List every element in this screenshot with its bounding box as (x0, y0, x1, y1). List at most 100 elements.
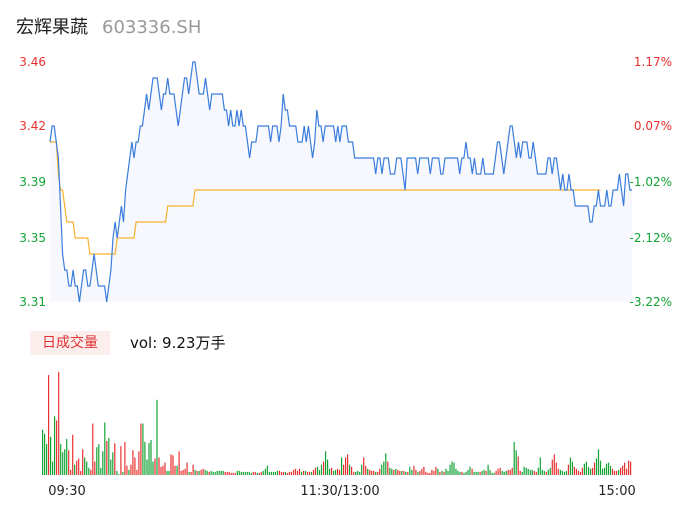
y-right-tick-label: 1.17% (634, 55, 672, 69)
volume-bar (343, 464, 345, 475)
volume-bar (172, 455, 174, 475)
volume-bar (268, 471, 270, 475)
volume-bar (361, 464, 363, 475)
volume-bar (158, 457, 160, 475)
volume-bar (515, 450, 517, 475)
volume-bar (493, 472, 495, 475)
volume-bar (142, 423, 144, 475)
volume-bar (170, 454, 172, 475)
volume-bar (491, 472, 493, 475)
volume-bar (122, 471, 124, 475)
volume-bar (371, 470, 373, 475)
volume-bar (325, 451, 327, 475)
volume-bar (118, 474, 120, 475)
volume-bar (262, 470, 264, 475)
volume-bar (116, 470, 118, 475)
volume-bar (166, 470, 168, 475)
volume-bar (90, 469, 92, 476)
volume-bar (419, 470, 421, 475)
avg-price-line (50, 141, 601, 255)
volume-bar (541, 469, 543, 476)
volume-bar (214, 471, 216, 475)
volume-bar (204, 469, 206, 476)
volume-bar (329, 468, 331, 475)
volume-bar (603, 467, 606, 475)
volume-bar (447, 470, 449, 475)
volume-bar (152, 461, 154, 475)
volume-bar (559, 469, 561, 476)
volume-bar (519, 470, 521, 475)
volume-bar (433, 470, 435, 475)
volume-bar (136, 469, 138, 476)
volume-bar (323, 461, 325, 475)
volume-bar (242, 471, 244, 475)
volume-bar (441, 470, 443, 475)
volume-bar (296, 470, 299, 475)
volume-bar (345, 457, 347, 475)
volume-bar (46, 444, 48, 475)
volume-bar (405, 471, 407, 475)
volume-bar (310, 471, 313, 475)
volume-bar (176, 465, 178, 475)
x-tick-label: 15:00 (598, 484, 635, 499)
volume-bar (383, 461, 385, 475)
y-left-tick-label: 3.46 (19, 55, 46, 69)
volume-bar (160, 466, 162, 475)
volume-bar (298, 468, 301, 475)
volume-bar (571, 461, 573, 475)
volume-bar (188, 471, 190, 475)
volume-bar (278, 470, 280, 475)
volume-bar (523, 466, 525, 475)
volume-bar (399, 470, 401, 475)
volume-bar (453, 462, 455, 475)
volume-bar (316, 466, 319, 475)
volume-bar (349, 464, 351, 475)
volume-bar (593, 462, 596, 475)
volume-bar (397, 469, 399, 476)
volume-bar (459, 471, 461, 475)
volume-bar (198, 470, 200, 475)
volume-bar (44, 433, 46, 475)
volume-bar (379, 468, 381, 475)
volume-bar (381, 464, 383, 475)
volume-bar (628, 460, 630, 475)
volume-bar (481, 470, 483, 475)
volume-bar (497, 468, 499, 475)
volume-bar (331, 467, 333, 475)
volume-bar (611, 468, 614, 475)
volume-bar (210, 470, 212, 475)
volume-bar (84, 457, 86, 475)
volume-bar (144, 442, 146, 475)
volume-bar (260, 471, 262, 475)
volume-bar (533, 470, 535, 475)
volume-bar (186, 462, 188, 475)
volume-bar (48, 375, 50, 475)
volume-bar (499, 467, 501, 475)
volume-bar (92, 423, 94, 475)
volume-bar (597, 449, 600, 476)
volume-bar (98, 444, 100, 475)
volume-bar (423, 466, 425, 475)
y-left-tick-label: 3.35 (19, 231, 46, 245)
volume-bar (280, 471, 282, 475)
volume-bar (276, 470, 278, 475)
volume-bar (206, 470, 208, 475)
volume-bar (369, 469, 371, 476)
volume-bar (264, 468, 266, 475)
volume-bar (495, 470, 497, 475)
volume-bar (395, 468, 397, 475)
volume-bar (437, 468, 439, 475)
y-left-tick-label: 3.42 (19, 119, 46, 133)
volume-bar (304, 470, 307, 475)
volume-bar (114, 443, 116, 475)
volume-bar (341, 457, 343, 475)
volume-bar (246, 471, 248, 475)
volume-bar (94, 461, 96, 475)
volume-bar (409, 466, 411, 475)
volume-bar (521, 471, 523, 475)
volume-bar (306, 471, 309, 475)
volume-bar (70, 469, 72, 476)
volume-bar (605, 463, 608, 475)
volume-bar (274, 471, 276, 475)
volume-bar (300, 471, 303, 475)
